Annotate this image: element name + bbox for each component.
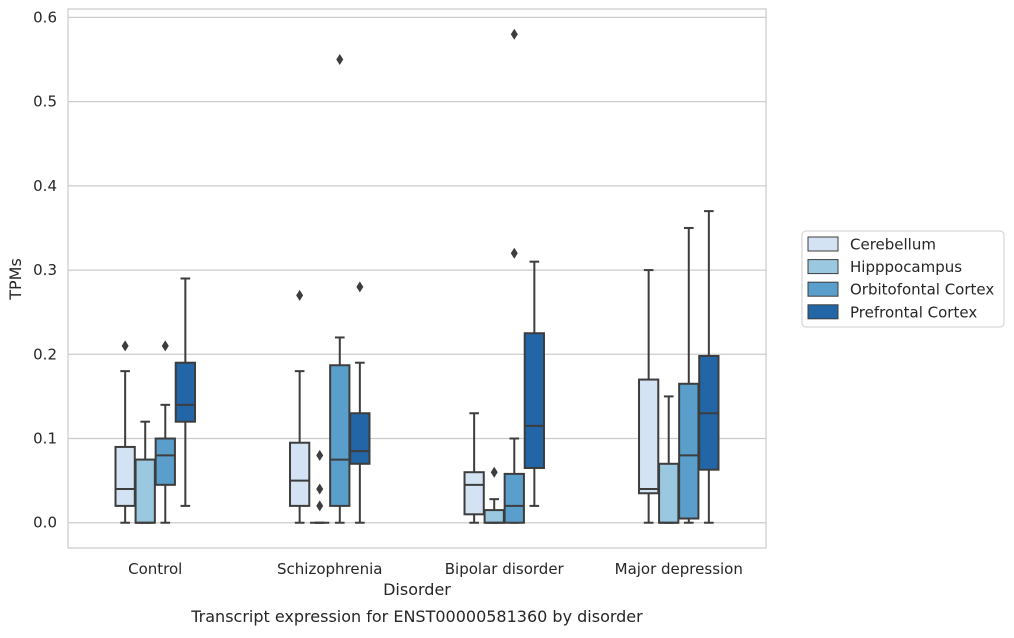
outlier-point bbox=[296, 289, 304, 301]
iqr-box bbox=[638, 378, 660, 495]
iqr-box bbox=[134, 458, 156, 524]
legend-label: Prefrontal Cortex bbox=[850, 303, 977, 321]
box-plot-element bbox=[289, 289, 311, 524]
box-plot-element bbox=[174, 277, 196, 507]
x-tick-label: Schizophrenia bbox=[277, 560, 382, 578]
box-series-layer bbox=[114, 28, 720, 524]
x-axis-label: Disorder bbox=[383, 580, 451, 599]
box-plot-element bbox=[329, 54, 351, 524]
iqr-box bbox=[349, 412, 371, 465]
legend-label: Orbitofontal Cortex bbox=[850, 281, 994, 299]
series-hipppocampus bbox=[134, 395, 680, 524]
outlier-point bbox=[356, 281, 364, 293]
box-plot-element bbox=[114, 340, 136, 524]
box-plot-element bbox=[310, 449, 330, 524]
outlier-point bbox=[316, 500, 324, 512]
x-tick-label: Major depression bbox=[615, 560, 743, 578]
iqr-box bbox=[523, 332, 545, 469]
gridlines bbox=[68, 16, 766, 524]
iqr-box bbox=[483, 509, 505, 524]
box-plot-element bbox=[503, 28, 525, 524]
box-plot-element bbox=[523, 260, 545, 507]
iqr-box bbox=[289, 441, 311, 507]
legend-swatch bbox=[807, 259, 839, 275]
iqr-box bbox=[114, 445, 136, 507]
outlier-point bbox=[161, 340, 169, 352]
outlier-point bbox=[121, 340, 129, 352]
iqr-box bbox=[329, 364, 351, 507]
box-plot-element bbox=[134, 420, 156, 524]
iqr-box bbox=[503, 472, 525, 524]
legend-frame bbox=[801, 230, 1005, 328]
series-cerebellum bbox=[114, 269, 660, 524]
outlier-point bbox=[490, 466, 498, 478]
legend-swatch bbox=[807, 236, 839, 252]
legend-label: Hipppocampus bbox=[850, 258, 962, 276]
plot-frame bbox=[67, 8, 767, 549]
iqr-box bbox=[658, 462, 680, 524]
legend-swatch bbox=[807, 281, 839, 297]
box-plot-element bbox=[463, 412, 485, 524]
y-tick-label: 0.6 bbox=[33, 8, 57, 26]
outlier-point bbox=[336, 54, 344, 66]
legend-label: Cerebellum bbox=[850, 236, 936, 254]
outlier-point bbox=[510, 247, 518, 259]
iqr-box bbox=[154, 437, 176, 486]
y-tick-label: 0.0 bbox=[33, 514, 57, 532]
y-tick-label: 0.1 bbox=[33, 430, 57, 448]
x-tick-label: Control bbox=[128, 560, 182, 578]
outlier-point bbox=[316, 483, 324, 495]
y-tick-label: 0.2 bbox=[33, 345, 57, 363]
box-plot-element bbox=[483, 466, 505, 524]
box-plot-element bbox=[698, 210, 720, 524]
series-prefrontal-cortex bbox=[174, 210, 720, 524]
box-plot-element bbox=[349, 281, 371, 524]
box-plot-element bbox=[678, 226, 700, 524]
y-tick-label: 0.3 bbox=[33, 261, 57, 279]
iqr-box bbox=[463, 471, 485, 516]
outlier-point bbox=[316, 449, 324, 461]
iqr-box bbox=[174, 361, 196, 423]
box-plot-element bbox=[658, 395, 680, 524]
outlier-point bbox=[510, 28, 518, 40]
y-tick-label: 0.4 bbox=[33, 177, 57, 195]
chart-caption: Transcript expression for ENST0000058136… bbox=[190, 607, 643, 626]
box-plot-element bbox=[154, 340, 176, 524]
iqr-box bbox=[678, 382, 700, 520]
legend: Cerebellum Hipppocampus Orbitofontal Corte… bbox=[801, 230, 1005, 328]
y-axis-label: TPMs bbox=[6, 258, 25, 301]
series-orbitofontal-cortex bbox=[154, 28, 700, 524]
y-tick-label: 0.5 bbox=[33, 93, 57, 111]
box-plot-element bbox=[638, 269, 660, 524]
x-axis-ticks: Control Schizophrenia Bipolar disorder Majo… bbox=[128, 560, 743, 578]
y-axis-ticks: 0.0 0.1 0.2 0.3 0.4 0.5 0.6 bbox=[33, 8, 57, 531]
x-tick-label: Bipolar disorder bbox=[445, 560, 565, 578]
legend-swatch bbox=[807, 304, 839, 320]
